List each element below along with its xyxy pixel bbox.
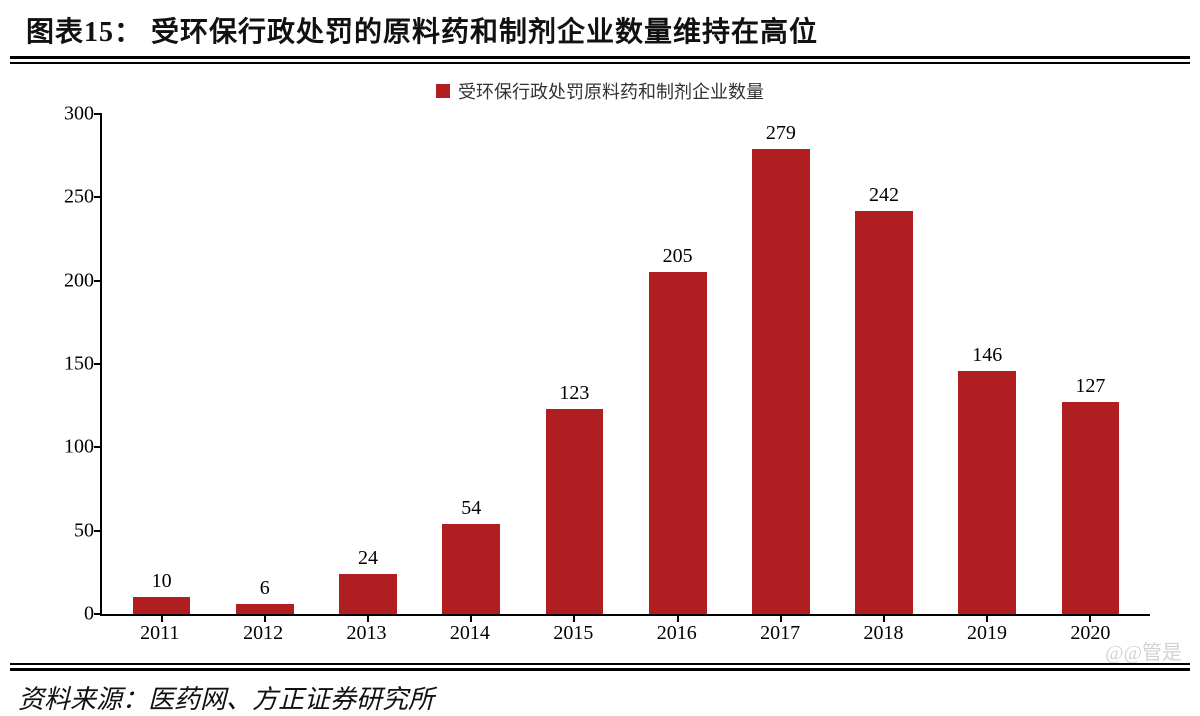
y-tick-mark xyxy=(94,280,102,282)
x-tick-mark xyxy=(573,614,575,622)
bar-value-label: 279 xyxy=(766,122,796,145)
bar-rect xyxy=(1062,402,1120,614)
bar-rect xyxy=(958,371,1016,614)
x-tick-mark xyxy=(677,614,679,622)
y-tick-mark xyxy=(94,530,102,532)
bar-rect xyxy=(649,272,707,614)
y-tick-mark xyxy=(94,113,102,115)
bar-slot: 6 xyxy=(213,577,316,614)
x-tick-mark xyxy=(986,614,988,622)
y-tick-mark xyxy=(94,363,102,365)
chart-legend: 受环保行政处罚原料药和制剂企业数量 xyxy=(0,78,1200,104)
x-tick-label: 2019 xyxy=(935,622,1038,645)
x-tick-mark xyxy=(883,614,885,622)
x-tick-label: 2015 xyxy=(522,622,625,645)
y-tick-label: 100 xyxy=(42,436,94,459)
y-tick-label: 0 xyxy=(42,603,94,626)
bar-chart: 10 6 24 54 123 205 279 242 146 127 0 50 100 150 200 25… xyxy=(40,114,1160,645)
x-axis-labels: 2011201220132014201520162017201820192020 xyxy=(100,616,1150,645)
y-tick-label: 150 xyxy=(42,353,94,376)
bar-slot: 24 xyxy=(316,547,419,614)
x-tick-label: 2017 xyxy=(728,622,831,645)
bar-slot: 146 xyxy=(936,344,1039,614)
x-tick-mark xyxy=(1089,614,1091,622)
bar-value-label: 6 xyxy=(260,577,270,600)
x-tick-mark xyxy=(161,614,163,622)
bar-slot: 123 xyxy=(523,382,626,614)
bar-value-label: 205 xyxy=(663,245,693,268)
figure-title-bar: 图表15： 受环保行政处罚的原料药和制剂企业数量维持在高位 xyxy=(10,0,1190,59)
bar-value-label: 146 xyxy=(972,344,1002,367)
bar-rect xyxy=(133,597,191,614)
bar-rect xyxy=(339,574,397,614)
bar-value-label: 24 xyxy=(358,547,378,570)
figure-bottom-rule-thin xyxy=(10,663,1190,665)
bar-value-label: 127 xyxy=(1075,375,1105,398)
bar-rect xyxy=(236,604,294,614)
y-tick-mark xyxy=(94,613,102,615)
bar-value-label: 54 xyxy=(461,497,481,520)
y-tick-label: 50 xyxy=(42,519,94,542)
x-tick-mark xyxy=(470,614,472,622)
bar-rect xyxy=(546,409,604,614)
x-tick-mark xyxy=(367,614,369,622)
y-tick-mark xyxy=(94,446,102,448)
bar-slot: 205 xyxy=(626,245,729,614)
bar-value-label: 242 xyxy=(869,184,899,207)
figure-source: 资料来源：医药网、方正证券研究所 xyxy=(0,671,1200,716)
figure-title-rule xyxy=(10,62,1190,64)
legend-label: 受环保行政处罚原料药和制剂企业数量 xyxy=(458,78,764,104)
x-tick-mark xyxy=(264,614,266,622)
bars-group: 10 6 24 54 123 205 279 242 146 127 xyxy=(102,114,1150,614)
bar-slot: 54 xyxy=(420,497,523,614)
x-tick-label: 2012 xyxy=(211,622,314,645)
y-tick-label: 250 xyxy=(42,186,94,209)
bar-rect xyxy=(442,524,500,614)
bar-rect xyxy=(752,149,810,614)
bar-value-label: 10 xyxy=(152,570,172,593)
bar-slot: 127 xyxy=(1039,375,1142,614)
bar-slot: 242 xyxy=(832,184,935,614)
y-tick-label: 200 xyxy=(42,269,94,292)
x-tick-label: 2013 xyxy=(315,622,418,645)
bar-slot: 10 xyxy=(110,570,213,614)
x-tick-label: 2018 xyxy=(832,622,935,645)
legend-swatch xyxy=(436,84,450,98)
x-tick-label: 2011 xyxy=(108,622,211,645)
plot-area: 1062454123205279242146127 05010015020025… xyxy=(100,114,1150,616)
bar-slot: 279 xyxy=(729,122,832,614)
x-tick-mark xyxy=(780,614,782,622)
y-tick-label: 300 xyxy=(42,103,94,126)
bar-value-label: 123 xyxy=(559,382,589,405)
figure-title: 图表15： 受环保行政处罚的原料药和制剂企业数量维持在高位 xyxy=(26,17,818,48)
figure-container: 图表15： 受环保行政处罚的原料药和制剂企业数量维持在高位 受环保行政处罚原料药… xyxy=(0,0,1200,711)
x-tick-label: 2014 xyxy=(418,622,521,645)
y-tick-mark xyxy=(94,196,102,198)
watermark: @@管是 xyxy=(1105,636,1182,665)
x-tick-label: 2016 xyxy=(625,622,728,645)
bar-rect xyxy=(855,211,913,614)
